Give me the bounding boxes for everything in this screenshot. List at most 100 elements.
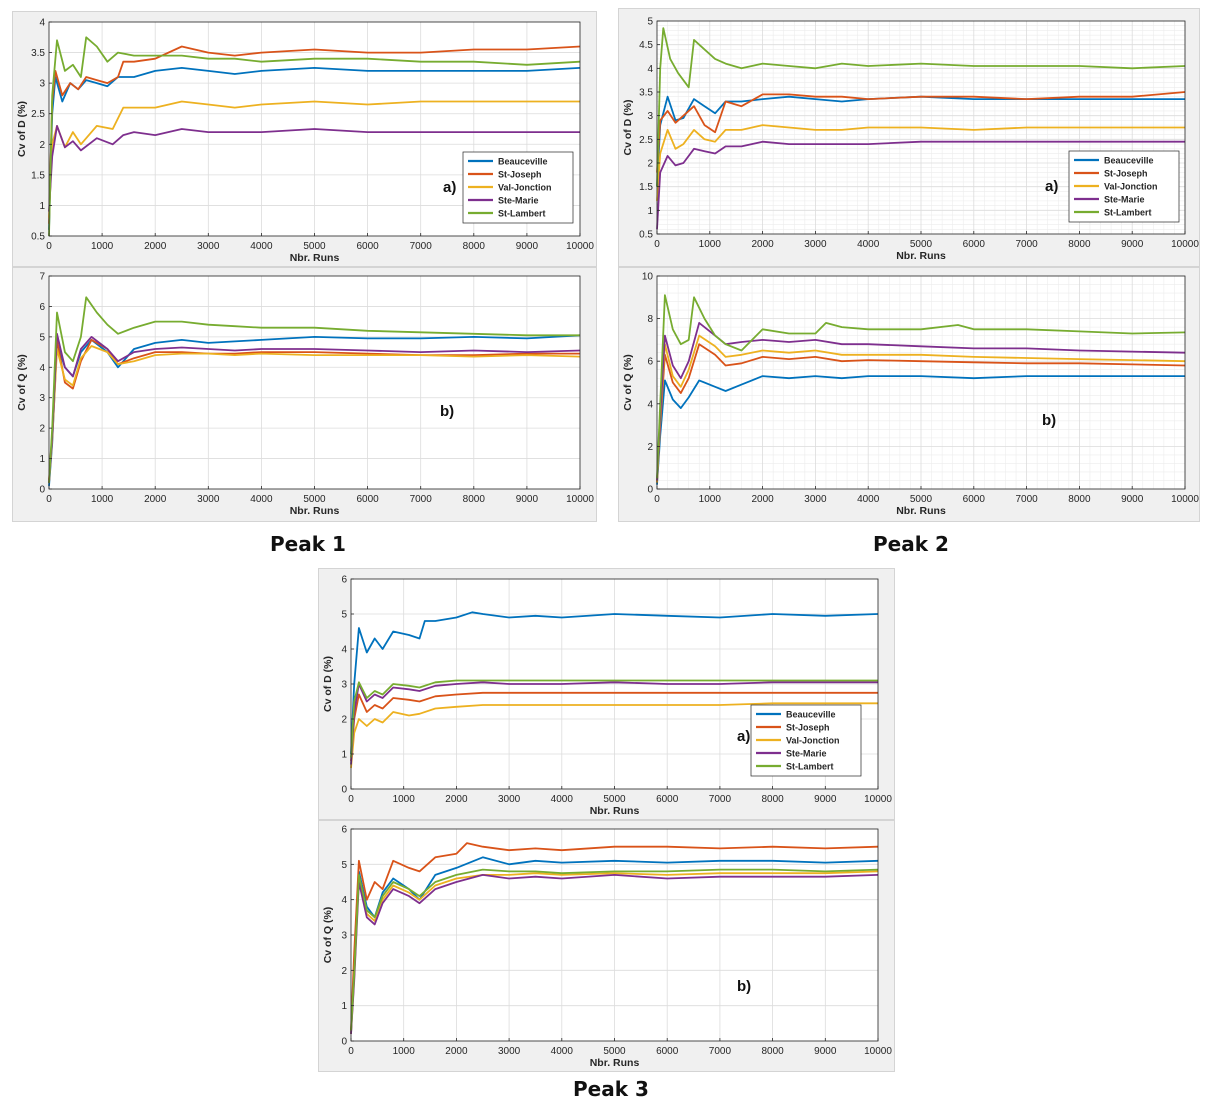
y-tick-label: 5 bbox=[647, 17, 653, 28]
x-tick-label: 3000 bbox=[804, 494, 827, 505]
x-tick-label: 0 bbox=[654, 494, 660, 505]
legend-entry: St-Lambert bbox=[786, 762, 834, 772]
y-axis-label: Cv of D (%) bbox=[16, 101, 28, 157]
x-tick-label: 10000 bbox=[566, 241, 594, 252]
legend-entry: Ste-Marie bbox=[786, 749, 827, 759]
y-tick-label: 4 bbox=[341, 645, 347, 656]
x-tick-label: 8000 bbox=[463, 494, 486, 505]
y-tick-label: 4.5 bbox=[639, 40, 653, 51]
y-tick-label: 1 bbox=[39, 201, 45, 212]
series-line-st-lambert bbox=[656, 27, 1186, 187]
x-axis-label: Nbr. Runs bbox=[590, 1057, 640, 1069]
x-tick-label: 10000 bbox=[566, 494, 594, 505]
x-tick-label: 9000 bbox=[516, 241, 539, 252]
x-tick-label: 7000 bbox=[709, 794, 732, 805]
y-tick-label: 0 bbox=[341, 1037, 347, 1048]
x-tick-label: 6000 bbox=[656, 1046, 679, 1057]
x-tick-label: 6000 bbox=[656, 794, 679, 805]
y-tick-label: 10 bbox=[642, 272, 654, 283]
y-tick-label: 2 bbox=[39, 140, 45, 151]
x-tick-label: 1000 bbox=[699, 239, 722, 250]
y-tick-label: 3.5 bbox=[31, 48, 45, 59]
legend-entry: Val-Jonction bbox=[498, 183, 552, 193]
x-tick-label: 2000 bbox=[751, 494, 774, 505]
y-tick-label: 3 bbox=[39, 393, 45, 404]
x-tick-label: 2000 bbox=[144, 494, 167, 505]
panel-label: b) bbox=[737, 978, 751, 995]
x-tick-label: 5000 bbox=[910, 239, 933, 250]
x-tick-label: 6000 bbox=[356, 494, 379, 505]
y-tick-label: 4 bbox=[341, 895, 347, 906]
x-tick-label: 9000 bbox=[1121, 239, 1144, 250]
y-tick-label: 6 bbox=[39, 302, 45, 313]
y-tick-label: 3 bbox=[647, 111, 653, 122]
chart-svg-peak3-b: 0 1000 2000 3000 4000 5000 6000 7000 8000 9000 100… bbox=[322, 825, 892, 1070]
y-tick-label: 3 bbox=[341, 680, 347, 691]
x-tick-label: 7000 bbox=[1015, 494, 1038, 505]
x-axis-label: Nbr. Runs bbox=[896, 250, 946, 262]
legend-entry: Val-Jonction bbox=[1104, 182, 1158, 192]
y-axis-label: Cv of D (%) bbox=[322, 656, 334, 712]
y-tick-label: 3 bbox=[39, 79, 45, 90]
y-tick-label: 4 bbox=[39, 363, 45, 374]
y-tick-label: 5 bbox=[39, 332, 45, 343]
x-tick-label: 3000 bbox=[498, 794, 521, 805]
chart-panel-peak3-a: 0 1000 2000 3000 4000 5000 6000 7000 8000 9000 100… bbox=[318, 568, 895, 820]
chart-panel-peak3-b: 0 1000 2000 3000 4000 5000 6000 7000 8000 9000 100… bbox=[318, 820, 895, 1072]
y-tick-label: 1 bbox=[647, 206, 653, 217]
chart-svg-peak1-b: 0 1000 2000 3000 4000 5000 6000 7000 8000 9000 100… bbox=[16, 272, 594, 518]
y-tick-label: 0 bbox=[39, 485, 45, 496]
legend-entry: St-Joseph bbox=[1104, 169, 1148, 179]
series-line-st-joseph bbox=[350, 842, 879, 1031]
y-tick-label: 5 bbox=[341, 860, 347, 871]
y-tick-label: 0 bbox=[647, 485, 653, 496]
x-tick-label: 1000 bbox=[393, 1046, 416, 1057]
x-tick-label: 0 bbox=[46, 494, 52, 505]
legend-entry: St-Lambert bbox=[1104, 208, 1152, 218]
chart-svg-peak3-a: 0 1000 2000 3000 4000 5000 6000 7000 8000 9000 100… bbox=[322, 575, 892, 818]
x-tick-label: 2000 bbox=[144, 241, 167, 252]
x-tick-label: 1000 bbox=[699, 494, 722, 505]
x-tick-label: 6000 bbox=[963, 494, 986, 505]
x-tick-label: 0 bbox=[348, 794, 354, 805]
y-tick-label: 2 bbox=[341, 715, 347, 726]
legend-entry: Ste-Marie bbox=[1104, 195, 1145, 205]
x-tick-label: 10000 bbox=[1171, 494, 1199, 505]
x-tick-label: 9000 bbox=[1121, 494, 1144, 505]
legend-entry: Ste-Marie bbox=[498, 196, 539, 206]
panel-label: a) bbox=[443, 179, 456, 196]
y-tick-label: 4 bbox=[647, 399, 653, 410]
x-tick-label: 5000 bbox=[603, 794, 626, 805]
y-tick-label: 2.5 bbox=[31, 109, 45, 120]
x-tick-label: 1000 bbox=[91, 241, 114, 252]
y-axis-label: Cv of Q (%) bbox=[16, 354, 28, 411]
x-tick-label: 9000 bbox=[814, 1046, 837, 1057]
y-tick-label: 2 bbox=[341, 966, 347, 977]
series-line-st-lambert bbox=[656, 294, 1186, 479]
series-line-st-lambert bbox=[48, 36, 581, 237]
y-axis-label: Cv of D (%) bbox=[622, 100, 634, 156]
x-tick-label: 8000 bbox=[761, 1046, 784, 1057]
y-axis-label: Cv of Q (%) bbox=[322, 907, 334, 964]
y-axis-label: Cv of Q (%) bbox=[622, 354, 634, 411]
x-tick-label: 5000 bbox=[603, 1046, 626, 1057]
y-tick-label: 6 bbox=[341, 575, 347, 586]
x-tick-label: 4000 bbox=[250, 241, 273, 252]
y-tick-label: 2 bbox=[39, 424, 45, 435]
x-tick-label: 7000 bbox=[410, 494, 433, 505]
y-tick-label: 1 bbox=[39, 454, 45, 465]
x-tick-label: 4000 bbox=[551, 1046, 574, 1057]
y-tick-label: 2 bbox=[647, 442, 653, 453]
chart-panel-peak2-a: 0 1000 2000 3000 4000 5000 6000 7000 8000 9000 100… bbox=[618, 8, 1200, 267]
x-tick-label: 2000 bbox=[445, 1046, 468, 1057]
y-tick-label: 1 bbox=[341, 1001, 347, 1012]
x-tick-label: 1000 bbox=[91, 494, 114, 505]
series-line-st-lambert bbox=[350, 679, 878, 758]
x-tick-label: 10000 bbox=[864, 794, 892, 805]
x-tick-label: 8000 bbox=[1068, 239, 1091, 250]
chart-svg-peak2-a: 0 1000 2000 3000 4000 5000 6000 7000 8000 9000 100… bbox=[622, 17, 1199, 263]
panel-label: b) bbox=[1042, 412, 1056, 429]
y-tick-label: 2.5 bbox=[639, 135, 653, 146]
series-line-val-jonction bbox=[48, 345, 581, 483]
x-tick-label: 1000 bbox=[393, 794, 416, 805]
